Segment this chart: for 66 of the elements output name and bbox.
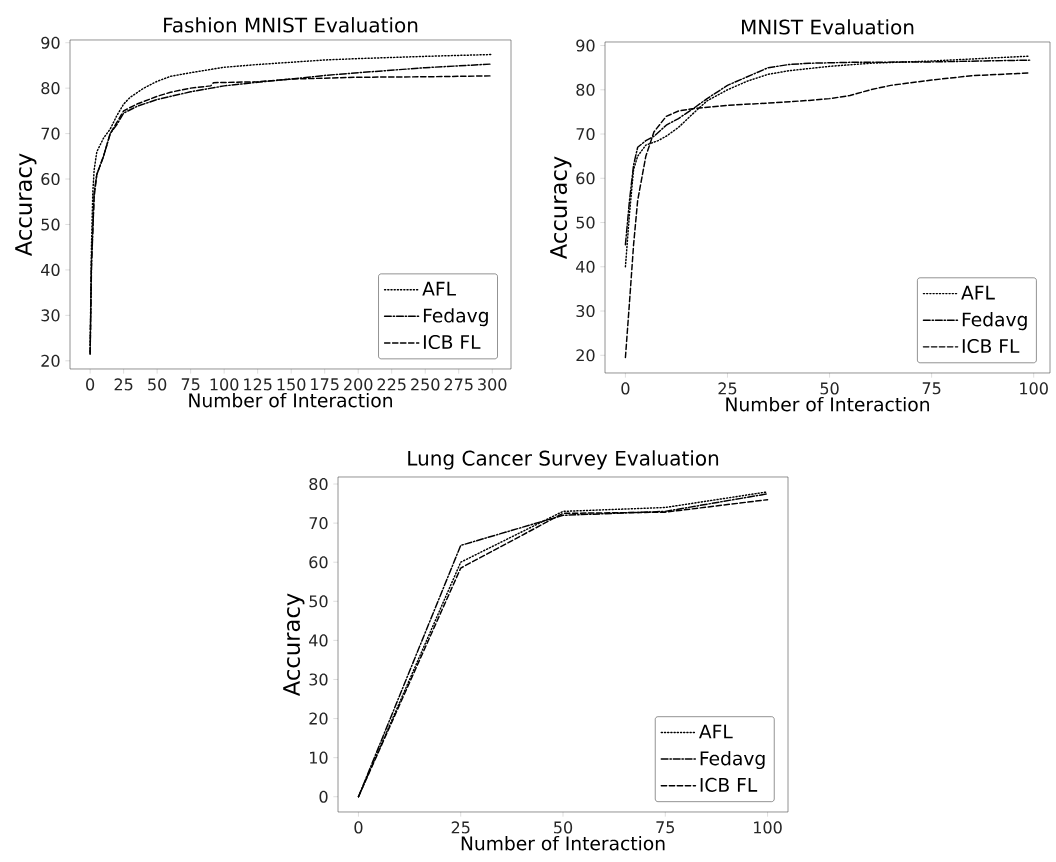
x-tick-label: 75 — [181, 378, 200, 391]
y-tick-label: 50 — [309, 595, 328, 608]
legend-label: AFL — [699, 724, 733, 739]
y-tick-label: 20 — [309, 712, 328, 725]
y-tick-label: 70 — [41, 127, 60, 140]
legend-label: Fedavg — [962, 312, 1027, 331]
y-tick-label: 20 — [576, 349, 595, 362]
x-tick-label: 25 — [718, 382, 737, 395]
legend-label: Fedavg — [700, 750, 765, 770]
legend-label: ICB FL — [962, 338, 1020, 354]
y-tick-label: 30 — [309, 673, 328, 686]
x-tick-label: 50 — [554, 821, 573, 834]
y-tick-label: 20 — [41, 354, 60, 367]
x-tick-label: 50 — [148, 378, 167, 391]
y-axis-title: Accuracy — [550, 156, 572, 260]
x-axis-title: Number of Interaction — [189, 392, 392, 408]
x-tick-label: 150 — [277, 378, 306, 391]
x-tick-label: 0 — [621, 382, 630, 395]
x-tick-label: 300 — [478, 378, 507, 391]
x-tick-label: 250 — [411, 378, 440, 391]
y-tick-label: 60 — [41, 172, 60, 186]
y-tick-label: 0 — [319, 790, 328, 803]
x-tick-label: 75 — [922, 382, 941, 395]
y-tick-label: 70 — [309, 517, 328, 530]
x-tick-label: 0 — [86, 378, 95, 391]
y-tick-label: 60 — [309, 556, 328, 569]
y-tick-label: 40 — [309, 634, 328, 647]
x-tick-label: 0 — [354, 821, 363, 834]
x-tick-label: 25 — [114, 378, 133, 391]
x-tick-label: 275 — [444, 378, 473, 391]
legend-label: AFL — [422, 281, 456, 296]
x-tick-label: 100 — [210, 378, 239, 391]
x-axis-title: Number of Interaction — [726, 396, 929, 412]
x-tick-label: 75 — [656, 821, 675, 834]
y-tick-label: 90 — [576, 39, 595, 52]
y-tick-label: 50 — [576, 216, 595, 229]
chart-title: Fashion MNIST Evaluation — [164, 17, 418, 33]
legend-label: AFL — [961, 285, 995, 300]
y-tick-label: 30 — [41, 309, 60, 322]
y-tick-label: 10 — [310, 751, 328, 764]
y-tick-label: 70 — [576, 127, 595, 141]
x-tick-label: 100 — [1020, 382, 1048, 395]
y-axis-title: Accuracy — [15, 153, 37, 257]
chart-title: Lung Cancer Survey Evaluation — [408, 450, 719, 470]
x-tick-label: 25 — [451, 821, 470, 834]
y-tick-label: 90 — [41, 36, 60, 49]
y-tick-label: 40 — [41, 263, 60, 276]
y-axis-title: Accuracy — [283, 593, 305, 697]
y-tick-label: 60 — [576, 172, 595, 185]
legend-label: Fedavg — [423, 308, 488, 327]
x-tick-label: 175 — [311, 378, 339, 391]
x-tick-label: 225 — [377, 378, 406, 391]
chart-title: MNIST Evaluation — [742, 19, 914, 35]
y-tick-label: 30 — [576, 304, 595, 318]
legend-label: ICB FL — [423, 334, 481, 350]
y-tick-label: 80 — [41, 82, 60, 95]
legend-label: ICB FL — [700, 777, 758, 792]
x-tick-label: 100 — [754, 821, 782, 834]
y-tick-label: 40 — [576, 260, 595, 273]
x-axis-title: Number of Interaction — [461, 835, 665, 851]
y-tick-label: 80 — [576, 83, 595, 96]
y-tick-label: 50 — [41, 218, 60, 231]
x-tick-label: 200 — [344, 378, 373, 391]
y-tick-label: 80 — [309, 477, 328, 491]
x-tick-label: 125 — [244, 378, 272, 391]
x-tick-label: 50 — [820, 382, 839, 395]
